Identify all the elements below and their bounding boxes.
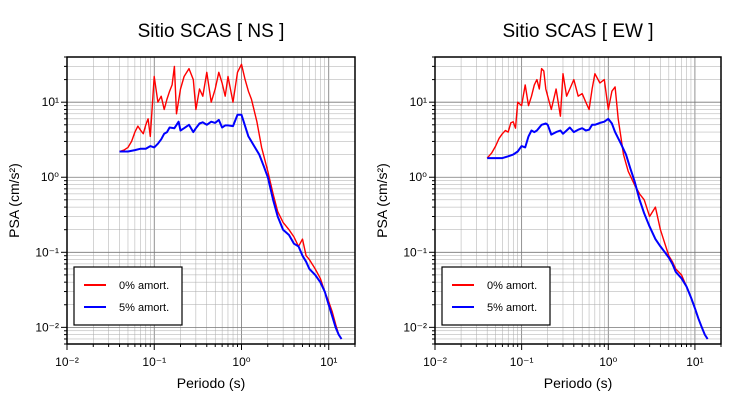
plot-frame: [434, 56, 722, 345]
x-tick-label: 10⁻¹: [142, 355, 166, 369]
y-tick-label: 10⁻¹: [403, 245, 427, 259]
x-axis-label: Periodo (s): [544, 375, 612, 391]
x-tick-label: 10¹: [686, 355, 703, 369]
y-tick-label: 10¹: [410, 95, 427, 109]
y-tick-label: 10⁻²: [403, 320, 427, 334]
legend-box: [441, 266, 551, 326]
x-tick-label: 10⁻¹: [510, 355, 534, 369]
legend-label: 5% amort.: [119, 302, 169, 314]
y-tick-label: 10⁻²: [35, 320, 59, 334]
chart-title: Sitio SCAS [ EW ]: [503, 21, 654, 42]
legend: 0% amort. 5% amort.: [441, 266, 551, 326]
x-tick-label: 10⁻²: [55, 355, 79, 369]
damping-0-line: [119, 63, 343, 340]
legend-label: 5% amort.: [487, 302, 537, 314]
x-axis-label: Periodo (s): [177, 375, 245, 391]
tick-marks: [429, 56, 722, 350]
chart-panel: 10⁻² 10⁻¹ 10⁰ 10¹ 10⁻² 10⁻¹ 10⁰ 10¹ Sitio SCAS […: [374, 21, 722, 391]
y-tick-label: 10⁰: [41, 170, 59, 184]
legend: 0% amort. 5% amort.: [73, 266, 183, 326]
chart-panel: 10⁻² 10⁻¹ 10⁰ 10¹ 10⁻² 10⁻¹ 10⁰ 10¹ Sitio SCAS […: [6, 21, 356, 391]
legend-label: 0% amort.: [487, 280, 537, 292]
chart-title: Sitio SCAS [ NS ]: [138, 21, 285, 42]
damping-5-line: [487, 117, 709, 340]
y-axis-label: PSA (cm/s²): [374, 163, 390, 238]
x-tick-label: 10⁰: [599, 355, 617, 369]
x-tick-label: 10¹: [320, 355, 337, 369]
damping-0-line: [486, 67, 709, 340]
x-tick-label: 10⁰: [232, 355, 250, 369]
legend-box: [73, 266, 183, 326]
damping-5-line: [119, 113, 343, 340]
y-tick-label: 10¹: [42, 95, 59, 109]
y-tick-label: 10⁻¹: [35, 245, 59, 259]
y-axis-label: PSA (cm/s²): [6, 163, 22, 238]
x-tick-label: 10⁻²: [423, 355, 447, 369]
y-tick-label: 10⁰: [409, 170, 427, 184]
tick-marks: [61, 56, 356, 350]
plot-frame: [66, 56, 356, 345]
legend-label: 0% amort.: [119, 280, 169, 292]
